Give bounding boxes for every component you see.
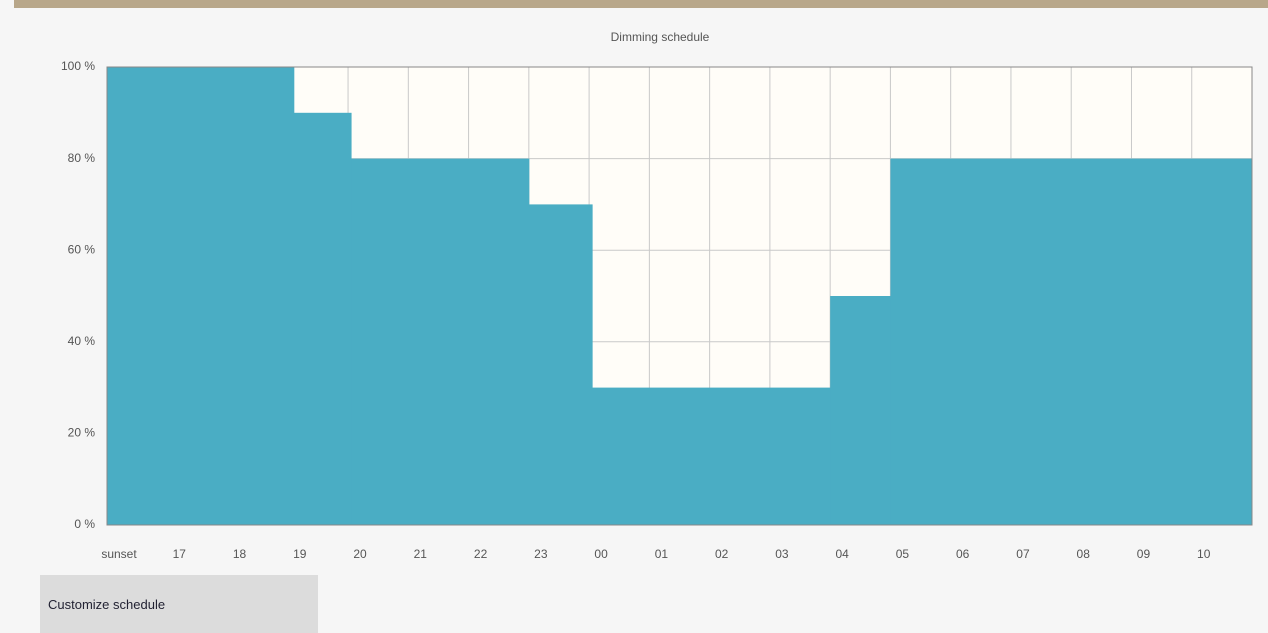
- x-tick-label: 04: [835, 547, 849, 561]
- banner-strip: [14, 0, 1268, 8]
- x-tick-label: 06: [956, 547, 970, 561]
- area-step: [592, 388, 831, 525]
- x-tick-label: 07: [1016, 547, 1030, 561]
- chart: Dimming schedule 0 % 20 % 40 % 60 % 80 % 100 …: [0, 0, 1268, 570]
- x-tick-label: 22: [474, 547, 488, 561]
- customize-button[interactable]: Customize schedule: [40, 575, 318, 633]
- area-step: [107, 67, 294, 525]
- page: {"chart_data": {"type": "step-area", "ti…: [0, 0, 1268, 633]
- x-tick-label: 21: [414, 547, 428, 561]
- area-step: [830, 296, 891, 525]
- area-step: [890, 159, 1252, 525]
- y-tick-label: 20 %: [68, 426, 96, 440]
- area-step: [351, 159, 529, 525]
- x-tick-label: 02: [715, 547, 729, 561]
- chart-title: Dimming schedule: [611, 30, 710, 44]
- x-tick-label: 23: [534, 547, 548, 561]
- x-tick-label: 17: [173, 547, 187, 561]
- x-tick-label: 05: [896, 547, 910, 561]
- x-tick-label: 01: [655, 547, 669, 561]
- x-tick-label: 20: [353, 547, 367, 561]
- x-tick-label: sunset: [101, 547, 137, 561]
- area-step: [529, 204, 593, 525]
- x-tick-label: 03: [775, 547, 789, 561]
- y-tick-label: 40 %: [68, 334, 96, 348]
- area-step: [294, 113, 352, 525]
- x-tick-label: 09: [1137, 547, 1151, 561]
- y-tick-label: 0 %: [74, 517, 95, 531]
- x-tick-label: 00: [594, 547, 608, 561]
- y-tick-label: 60 %: [68, 242, 96, 256]
- x-tick-label: 19: [293, 547, 307, 561]
- x-tick-label: 10: [1197, 547, 1211, 561]
- x-tick-label: 08: [1077, 547, 1091, 561]
- x-tick-label: 18: [233, 547, 247, 561]
- y-tick-label: 100 %: [61, 59, 95, 73]
- y-tick-label: 80 %: [68, 151, 96, 165]
